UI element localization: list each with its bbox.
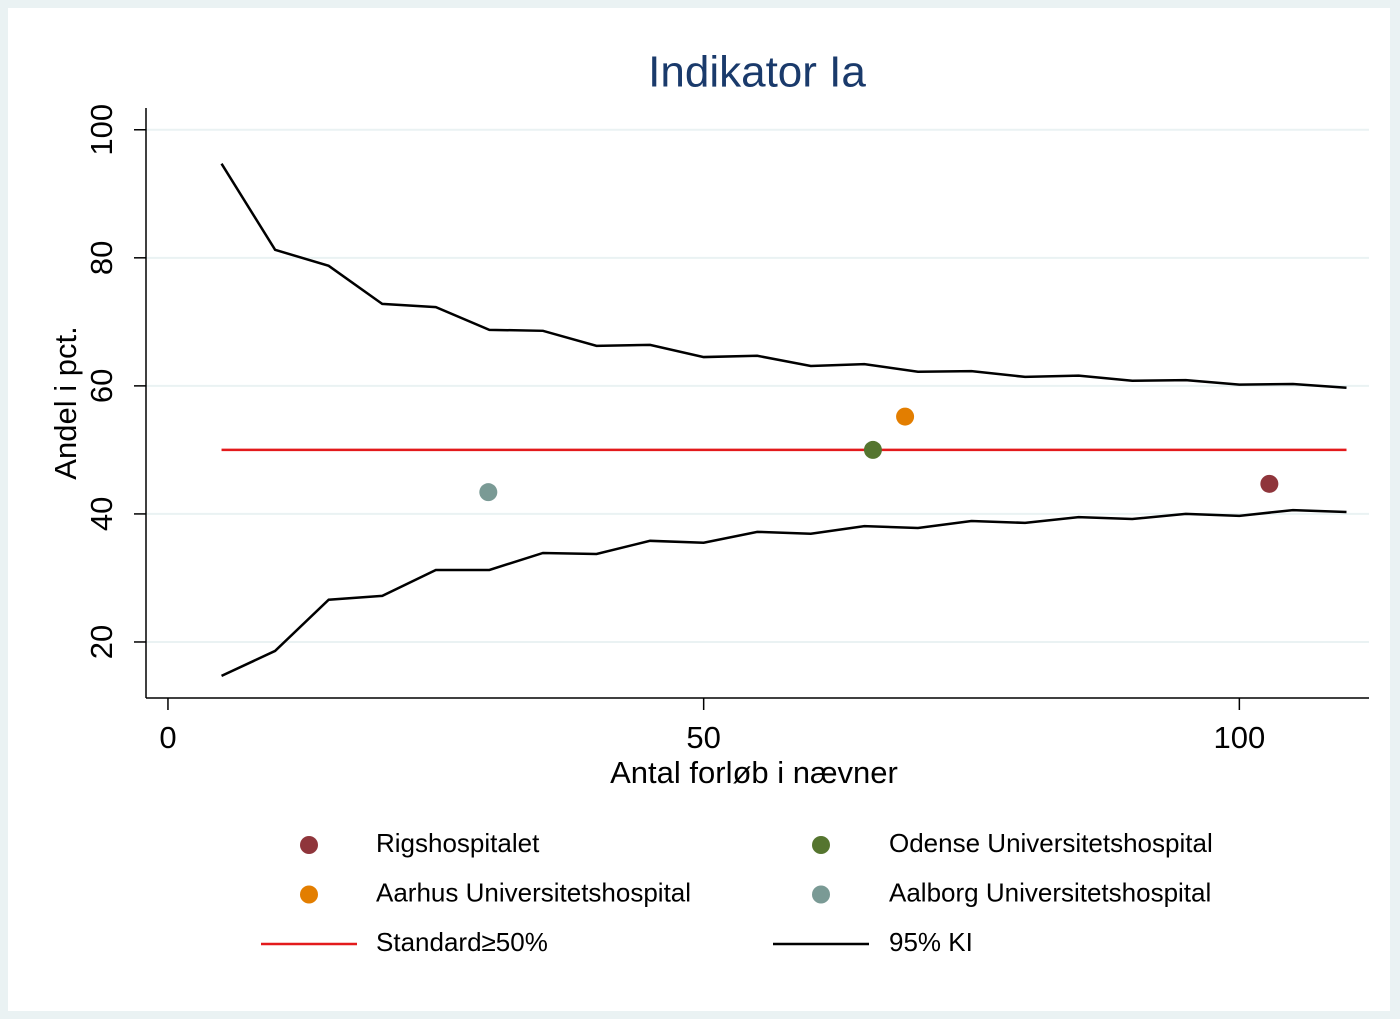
legend-marker: [300, 885, 318, 904]
point: [863, 440, 882, 459]
legend-label: Odense Universitetshospital: [889, 828, 1213, 858]
y-axis-title: Andel i pct.: [48, 326, 83, 479]
legend-marker: [812, 885, 830, 904]
legend-label: Standard≥50%: [376, 927, 548, 957]
legend-label: Rigshospitalet: [376, 828, 540, 858]
x-tick-label: 50: [686, 720, 720, 755]
graph-region: [8, 8, 1390, 1011]
point: [479, 483, 498, 502]
x-axis-title: Antal forløb i nævner: [610, 755, 898, 790]
x-tick-label: 0: [159, 720, 176, 755]
legend-label: 95% KI: [889, 927, 973, 957]
y-tick-label: 100: [84, 104, 119, 156]
point: [1260, 474, 1279, 493]
line: [221, 508, 1347, 678]
y-tick-label: 40: [84, 497, 119, 531]
y-tick-label: 20: [84, 625, 119, 659]
line: [220, 163, 1347, 390]
y-tick-label: 60: [84, 369, 119, 403]
y-tick-label: 80: [84, 241, 119, 275]
legend-label: Aarhus Universitetshospital: [376, 877, 691, 907]
legend-label: Aalborg Universitetshospital: [889, 877, 1211, 907]
point: [896, 407, 915, 426]
x-tick-label: 100: [1213, 720, 1265, 755]
chart-title: Indikator Ia: [648, 48, 866, 97]
legend-marker: [300, 836, 318, 854]
legend-marker: [812, 836, 830, 854]
